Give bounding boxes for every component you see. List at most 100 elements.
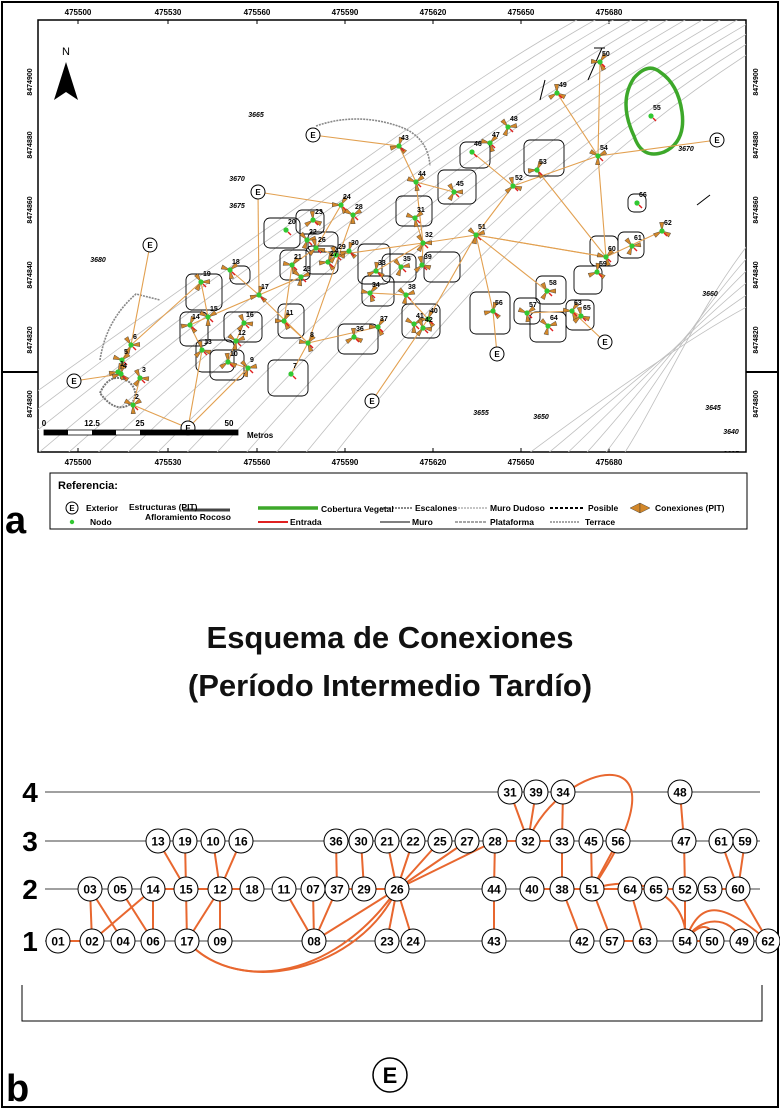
scheme-connection (684, 909, 769, 942)
connection-fan (123, 336, 132, 346)
contour-line (38, 20, 633, 452)
node (396, 143, 402, 149)
entrance (293, 266, 298, 271)
scheme-node-label: 53 (703, 883, 717, 897)
entrance (245, 324, 250, 329)
exterior-symbol: E (714, 136, 720, 145)
contour-label: 3655 (473, 410, 489, 417)
scheme-node-label: 24 (406, 935, 420, 949)
entrance (292, 375, 297, 380)
node-label: 52 (515, 175, 523, 182)
node (594, 269, 600, 275)
entrance (249, 369, 254, 374)
scale-tick: 0 (42, 419, 47, 428)
legend-item: Exterior (86, 503, 119, 513)
entrance (287, 231, 292, 236)
scheme-node-label: 37 (330, 883, 344, 897)
node (241, 320, 247, 326)
entrance (285, 322, 290, 327)
contour-line (605, 258, 746, 452)
x-tick-top: 475590 (332, 8, 359, 17)
exterior-node-label: E (383, 1063, 398, 1088)
connection-fan (352, 208, 362, 216)
node-label: 50 (602, 51, 610, 58)
scheme-node-label: 65 (649, 883, 663, 897)
connection-fan (527, 168, 538, 174)
node (367, 290, 373, 296)
node-label: 57 (529, 302, 537, 309)
scheme-node-label: 32 (521, 835, 535, 849)
node (351, 334, 357, 340)
connection-fan (415, 327, 424, 337)
exterior-marker (364, 393, 380, 409)
x-tick-top: 475560 (244, 8, 271, 17)
scheme-node-label: 17 (180, 935, 194, 949)
scheme-node-label: 51 (585, 883, 599, 897)
legend-item: Terrace (585, 517, 615, 527)
panel-a-letter: a (5, 500, 27, 542)
entrance (231, 271, 236, 276)
exterior-marker (305, 127, 321, 143)
contour-label: 3645 (705, 405, 721, 412)
node-label: 41 (416, 313, 424, 320)
node-label: 35 (403, 256, 411, 263)
scheme-node-label: 07 (306, 883, 320, 897)
scheme-node-label: 59 (738, 835, 752, 849)
scheme-title-line2: (Período Intermedio Tardío) (188, 668, 592, 703)
scheme-node (481, 876, 507, 902)
connection-fan (546, 288, 556, 294)
entrance (337, 256, 342, 261)
connection-fan (134, 368, 141, 379)
scheme-node (599, 928, 625, 954)
node (130, 402, 136, 408)
connection-fan (447, 183, 455, 193)
structure-outline (223, 311, 263, 343)
node-label: 55 (653, 105, 661, 112)
scheme-node (605, 828, 631, 854)
node-label: 34 (372, 282, 380, 289)
node (554, 90, 560, 96)
north-arrow-icon (54, 62, 78, 100)
connection-path (315, 204, 342, 249)
scheme-node (667, 779, 693, 805)
exterior-symbol: E (147, 241, 153, 250)
node-label: 40 (430, 308, 438, 315)
node-label: 2 (135, 394, 139, 401)
connection-fan (194, 273, 202, 283)
x-tick-bottom: 475620 (420, 458, 447, 467)
connection-fan (340, 196, 348, 206)
node-label: 63 (574, 300, 582, 307)
connection-fan (275, 318, 285, 324)
entrance (141, 379, 146, 384)
panel-b-letter: b (6, 1068, 29, 1109)
scheme-node (550, 779, 576, 805)
entrance (473, 153, 478, 158)
contour-label: 3650 (533, 414, 549, 421)
node-label: 18 (232, 259, 240, 266)
scheme-node (77, 876, 103, 902)
entrance (302, 278, 307, 283)
node-label: 44 (418, 171, 426, 178)
scheme-node-label: 63 (638, 935, 652, 949)
scheme-node (481, 928, 507, 954)
contour-label: 3675 (229, 203, 245, 210)
structure-outline (627, 193, 647, 213)
scheme-node-label: 36 (329, 835, 343, 849)
connection-fan (393, 258, 402, 268)
contour-line (127, 20, 686, 452)
connection-fan (413, 264, 423, 273)
node (420, 240, 426, 246)
entrance (379, 328, 384, 333)
connection-fan (199, 310, 209, 318)
scheme-node (617, 876, 643, 902)
scheme-node-label: 01 (51, 935, 65, 949)
node-label: 46 (474, 141, 482, 148)
node-label: 11 (286, 310, 294, 317)
node (659, 228, 665, 234)
connection-fan (548, 92, 558, 100)
scheme-node-label: 43 (487, 935, 501, 949)
node-label: 31 (417, 207, 425, 214)
y-tick-right: 8474900 (753, 68, 760, 95)
scheme-node-label: 18 (245, 883, 259, 897)
scheme-node (400, 828, 426, 854)
